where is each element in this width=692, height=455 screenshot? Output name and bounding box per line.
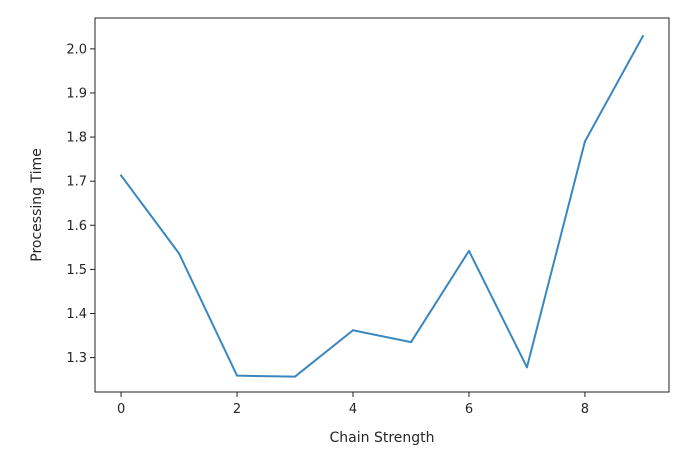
data-point [525, 366, 528, 369]
y-tick-label: 1.9 [66, 86, 87, 101]
y-tick-label: 1.5 [66, 263, 87, 278]
data-point [467, 249, 470, 252]
x-tick-label: 6 [465, 402, 473, 417]
y-tick-label: 1.3 [66, 351, 87, 366]
data-point [352, 329, 355, 332]
data-point [583, 140, 586, 143]
plot-frame [94, 17, 670, 393]
y-tick-label: 1.8 [66, 131, 87, 146]
x-tick-label: 0 [117, 402, 125, 417]
x-axis: 0 2 4 6 8 [117, 392, 589, 417]
x-tick-label: 4 [349, 402, 357, 417]
data-point [120, 174, 123, 177]
y-tick-label: 1.6 [66, 219, 87, 234]
data-point [409, 341, 412, 344]
y-axis: 1.3 1.4 1.5 1.6 1.7 1.8 1.9 2.0 [66, 42, 95, 366]
data-point [641, 35, 644, 38]
processing-time-series-line [120, 35, 644, 378]
data-points [120, 35, 644, 378]
data-point [236, 374, 239, 377]
data-point [294, 375, 297, 378]
x-tick-label: 8 [581, 402, 589, 417]
x-axis-label: Chain Strength [330, 430, 435, 446]
data-point [178, 252, 181, 255]
y-tick-label: 1.4 [66, 307, 87, 322]
y-tick-label: 1.7 [66, 175, 87, 190]
y-tick-label: 2.0 [66, 42, 87, 57]
x-tick-label: 2 [233, 402, 241, 417]
y-axis-label: Processing Time [29, 148, 45, 261]
